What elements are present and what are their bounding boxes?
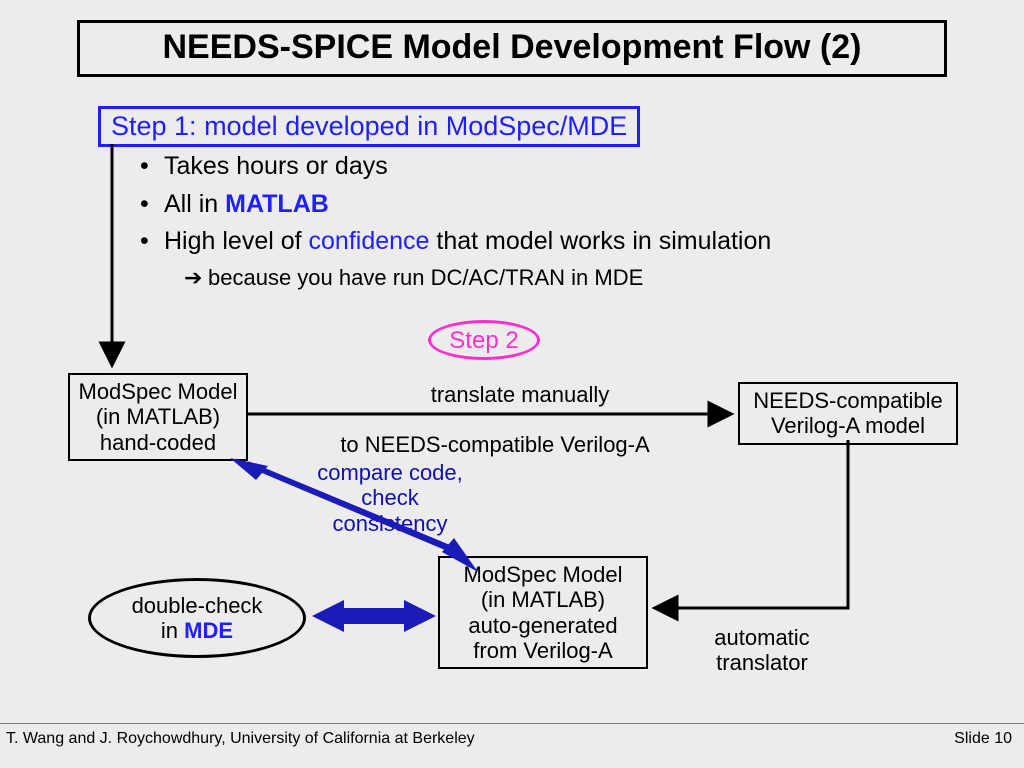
node-text: double-check — [132, 593, 263, 618]
page-title: NEEDS-SPICE Model Development Flow (2) — [77, 20, 947, 77]
bullet-list: • Takes hours or days • All in MATLAB • … — [140, 148, 771, 294]
footer-right: Slide 10 — [954, 730, 1012, 748]
node-text: NEEDS-compatible — [753, 388, 943, 413]
node-double-check: double-check in MDE — [88, 578, 306, 658]
step1-label: Step 1: model developed in ModSpec/MDE — [98, 106, 640, 147]
node-text: in MDE — [161, 618, 233, 643]
edge-dblcheck-double-arrow — [312, 600, 436, 632]
bullet-2-text: All in MATLAB — [164, 186, 329, 224]
footer-left: T. Wang and J. Roychowdhury, University … — [6, 730, 475, 748]
edge-label-compare: compare code,checkconsistency — [290, 460, 490, 536]
bullet-3-pre: High level of — [164, 227, 309, 255]
node-veriloga: NEEDS-compatible Verilog-A model — [738, 382, 958, 445]
bullet-2-pre: All in — [164, 190, 225, 218]
node-text: ModSpec Model — [79, 379, 238, 404]
bullet-3-post: that model works in simulation — [429, 227, 771, 255]
bullet-2: • All in MATLAB — [140, 186, 771, 224]
edge-label-auto-translator: automatictranslator — [672, 625, 852, 676]
edge-label-translate: translate manually — [330, 382, 710, 407]
node-modspec-hand: ModSpec Model (in MATLAB) hand-coded — [68, 373, 248, 461]
edge-veriloga-to-auto — [656, 440, 848, 608]
sub-arrow-icon: ➔ — [184, 261, 208, 294]
node-text: from Verilog-A — [473, 638, 612, 663]
step2-label: Step 2 — [428, 320, 540, 360]
bullet-dot-icon: • — [140, 223, 164, 261]
bullet-dot-icon: • — [140, 148, 164, 186]
bullet-1: • Takes hours or days — [140, 148, 771, 186]
bullet-1-text: Takes hours or days — [164, 148, 388, 186]
bullet-dot-icon: • — [140, 186, 164, 224]
bullet-3-sub: ➔ because you have run DC/AC/TRAN in MDE — [184, 261, 771, 294]
bullet-3: • High level of confidence that model wo… — [140, 223, 771, 261]
footer-divider — [0, 723, 1024, 724]
node-text: ModSpec Model — [464, 562, 623, 587]
dbl-pre: in — [161, 618, 184, 643]
bullet-3-sub-text: because you have run DC/AC/TRAN in MDE — [208, 261, 643, 294]
confidence-word: confidence — [309, 227, 430, 255]
matlab-word: MATLAB — [225, 190, 329, 218]
mde-word: MDE — [184, 618, 233, 643]
node-text: Verilog-A model — [771, 413, 925, 438]
node-modspec-auto: ModSpec Model (in MATLAB) auto-generated… — [438, 556, 648, 669]
node-text: auto-generated — [468, 613, 617, 638]
node-text: hand-coded — [100, 430, 216, 455]
edge-label-to-needs: to NEEDS-compatible Verilog-A — [280, 432, 710, 457]
node-text: (in MATLAB) — [481, 587, 605, 612]
bullet-3-text: High level of confidence that model work… — [164, 223, 771, 261]
node-text: (in MATLAB) — [96, 404, 220, 429]
